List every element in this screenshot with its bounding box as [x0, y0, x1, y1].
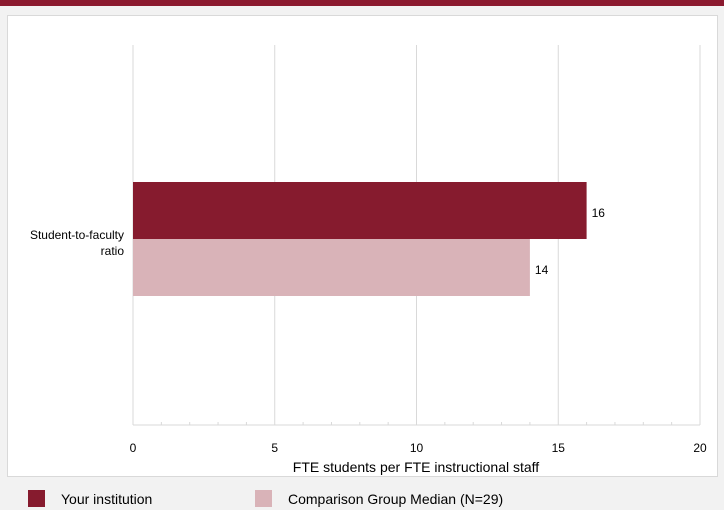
x-axis-ticks: 0 5 10 15 20 [130, 422, 707, 455]
category-label-line-1: Student-to-faculty [29, 228, 124, 242]
legend-swatch-comparison-median [255, 490, 272, 507]
data-label: 16 [592, 206, 606, 220]
x-axis-title: FTE students per FTE instructional staff [293, 459, 540, 475]
legend-label: Comparison Group Median (N=29) [288, 490, 504, 507]
data-label: 14 [535, 263, 549, 277]
category-label: Student-to-faculty ratio [14, 227, 124, 259]
legend-label: Your institution [61, 490, 153, 507]
legend-item-your-institution: Your institution [28, 490, 152, 507]
bar-comparison-median [133, 239, 530, 296]
x-tick-label: 20 [693, 441, 707, 455]
x-tick-label: 15 [552, 441, 566, 455]
category-label-line-2: ratio [100, 244, 124, 258]
legend-item-comparison-median: Comparison Group Median (N=29) [255, 490, 503, 507]
header-accent-bar [0, 0, 724, 6]
x-tick-label: 5 [271, 441, 278, 455]
x-tick-label: 0 [130, 441, 137, 455]
x-tick-label: 10 [410, 441, 424, 455]
bars [133, 182, 587, 296]
bar-your-institution [133, 182, 587, 239]
legend: Your institution Comparison Group Median… [0, 486, 724, 510]
legend-swatch-your-institution [28, 490, 45, 507]
